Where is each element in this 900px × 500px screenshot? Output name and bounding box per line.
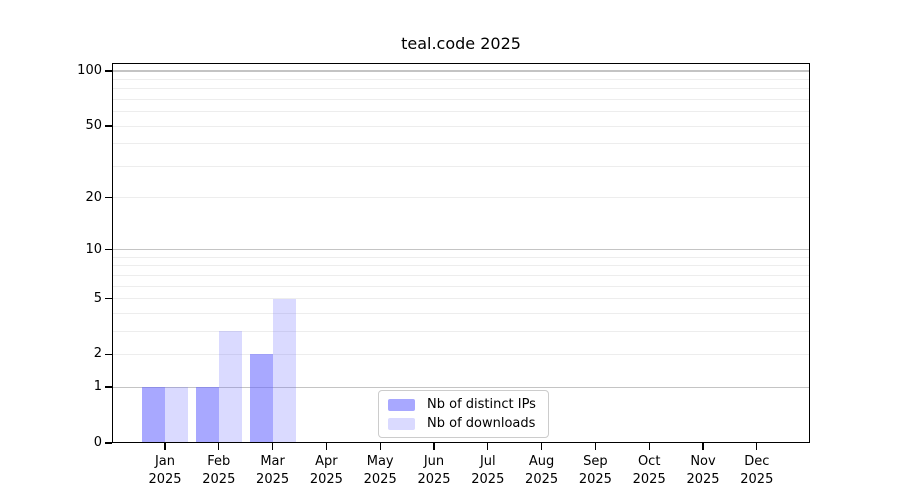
- bar-mar-distinct-ips: [249, 354, 273, 443]
- x-tick: [648, 443, 650, 450]
- x-tick-label: Nov 2025: [686, 454, 720, 487]
- legend-label-distinct-ips: Nb of distinct IPs: [427, 397, 536, 412]
- x-tick-label: Feb 2025: [202, 454, 236, 487]
- gridline: [112, 88, 810, 90]
- y-tick-label: 5: [93, 290, 102, 306]
- x-tick: [594, 443, 597, 450]
- y-tick-label: 20: [85, 189, 102, 205]
- bar-feb-downloads: [218, 331, 242, 443]
- y-tick-label: 1: [93, 379, 102, 395]
- gridline: [112, 274, 810, 276]
- x-tick: [702, 443, 704, 450]
- y-tick: [105, 386, 112, 388]
- x-tick: [271, 443, 274, 450]
- x-tick-label: Mar 2025: [256, 454, 290, 487]
- y-tick: [105, 442, 112, 444]
- gridline: [112, 353, 810, 355]
- legend-item-downloads: Nb of downloads: [388, 415, 536, 432]
- gridline: [112, 386, 810, 388]
- y-tick-label: 10: [85, 241, 102, 257]
- y-tick: [105, 125, 112, 127]
- x-tick-label: Jul 2025: [471, 454, 505, 487]
- x-tick: [487, 443, 489, 450]
- y-tick-label: 0: [93, 435, 102, 450]
- x-tick-label: Oct 2025: [632, 454, 666, 487]
- legend-item-distinct-ips: Nb of distinct IPs: [388, 396, 536, 413]
- x-tick: [433, 443, 435, 450]
- x-tick-label: May 2025: [363, 454, 397, 487]
- y-tick-label: 100: [77, 63, 102, 78]
- chart-title: teal.code 2025: [401, 34, 521, 53]
- bar-jan-downloads: [165, 387, 188, 443]
- y-tick: [105, 297, 112, 300]
- gridline: [112, 98, 810, 100]
- x-tick-label: Jun 2025: [417, 454, 451, 487]
- y-tick: [105, 70, 112, 72]
- bar-jan-distinct-ips: [142, 387, 165, 443]
- y-tick-label: 2: [93, 346, 102, 362]
- x-tick-label: Apr 2025: [309, 454, 343, 487]
- x-tick-label: Dec 2025: [740, 454, 774, 487]
- gridline: [112, 143, 810, 145]
- gridline: [112, 312, 810, 314]
- gridline: [112, 298, 810, 300]
- legend-label-downloads: Nb of downloads: [427, 416, 536, 431]
- y-tick-label: 50: [85, 118, 102, 134]
- x-tick-label: Sep 2025: [578, 454, 612, 487]
- gridline: [112, 125, 810, 127]
- x-tick: [540, 443, 543, 450]
- y-tick: [105, 249, 112, 251]
- gridline: [112, 285, 810, 287]
- gridline: [112, 165, 810, 167]
- gridline: [112, 249, 810, 251]
- x-tick: [325, 443, 328, 450]
- bar-feb-distinct-ips: [195, 387, 219, 443]
- gridline: [112, 78, 810, 80]
- y-tick: [105, 353, 112, 356]
- x-tick-label: Aug 2025: [525, 454, 559, 487]
- legend-swatch-downloads: [388, 417, 415, 430]
- x-tick-label: Jan 2025: [148, 454, 182, 487]
- plot-area: [112, 63, 810, 443]
- legend-swatch-distinct-ips: [388, 398, 415, 411]
- gridline: [112, 70, 810, 72]
- legend: Nb of distinct IPs Nb of downloads: [378, 390, 549, 438]
- x-tick: [379, 443, 381, 450]
- x-tick: [164, 443, 166, 450]
- gridline: [112, 111, 810, 113]
- bar-mar-downloads: [272, 298, 296, 443]
- gridline: [112, 265, 810, 267]
- gridline: [112, 256, 810, 258]
- x-tick: [218, 443, 220, 450]
- y-tick: [105, 196, 112, 199]
- gridline: [112, 197, 810, 199]
- x-tick: [756, 443, 758, 450]
- gridline: [112, 330, 810, 332]
